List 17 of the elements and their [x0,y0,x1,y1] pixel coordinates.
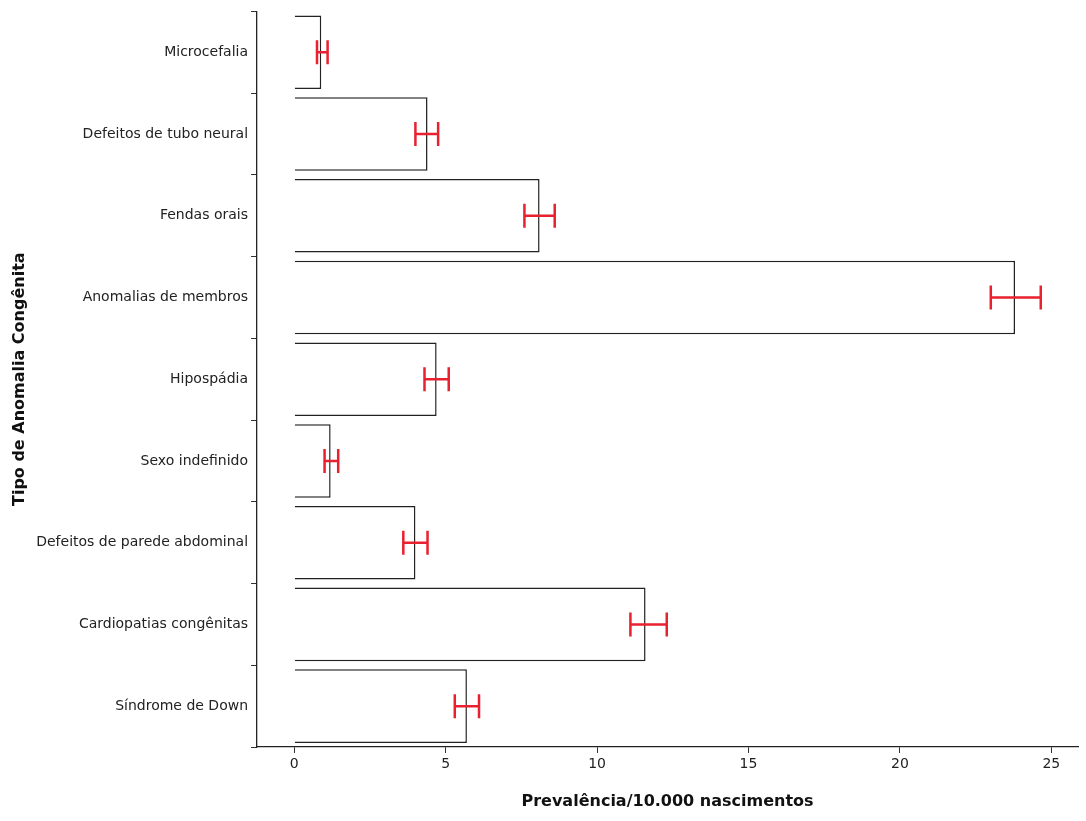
x-axis-title: Prevalência/10.000 nascimentos [521,790,814,810]
x-tick-label: 15 [739,755,758,772]
y-tick-label: Microcefalia [164,42,249,59]
y-tick-label: Fendas orais [159,206,249,223]
x-tick-label: 0 [289,755,299,772]
x-tick-label: 20 [891,755,909,772]
y-tick-label: Defeitos de tubo neural [82,124,249,141]
y-tick-label: Hipospádia [170,369,249,386]
y-tick-label: Cardiopatias congênitas [78,615,249,632]
x-tick-label: 25 [1042,755,1061,772]
y-tick-label: Sexo indefinido [140,451,249,468]
y-axis-title: Tipo de Anomalia Congênita [8,252,28,506]
x-tick-label: 5 [441,755,451,772]
y-tick-label: Anomalias de membros [82,288,249,305]
x-tick-label: 10 [588,755,607,772]
y-tick-label: Síndrome de Down [115,696,249,713]
y-tick-label: Defeitos de parede abdominal [36,533,249,550]
